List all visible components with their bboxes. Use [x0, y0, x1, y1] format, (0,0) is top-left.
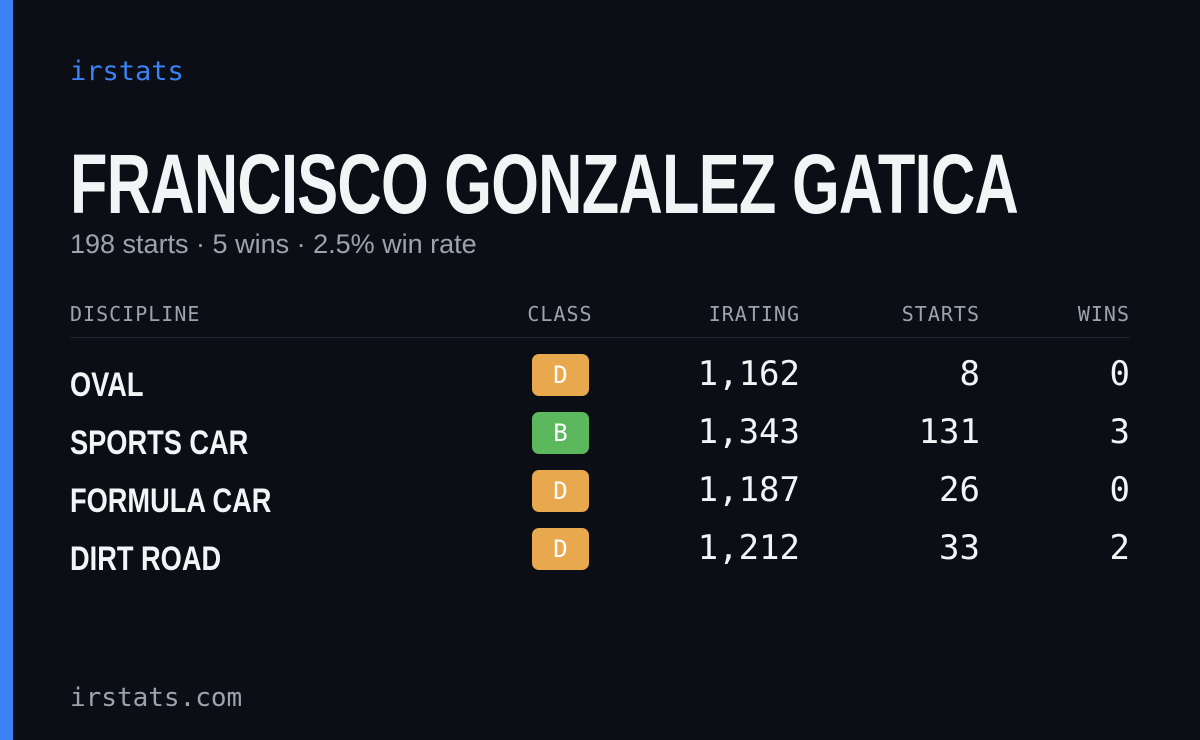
discipline: OVAL [70, 366, 144, 404]
irating: 1,212 [697, 528, 800, 568]
column-header: CLASS [527, 302, 593, 326]
class-badge: B [532, 412, 589, 454]
starts: 26 [939, 470, 980, 510]
irating: 1,187 [697, 470, 800, 510]
brand: irstats [70, 56, 184, 87]
wins: 3 [1109, 412, 1130, 452]
class-badge: D [532, 528, 589, 570]
accent-bar [0, 0, 13, 740]
starts: 8 [959, 354, 980, 394]
header-rule [70, 337, 1130, 338]
wins: 0 [1109, 354, 1130, 394]
column-header: STARTS [901, 302, 980, 326]
column-header: WINS [1077, 302, 1130, 326]
column-header: DISCIPLINE [70, 302, 201, 326]
footer: irstats.com [70, 683, 243, 713]
discipline: DIRT ROAD [70, 540, 222, 578]
class-badge: D [532, 354, 589, 396]
wins: 0 [1109, 470, 1130, 510]
discipline: SPORTS CAR [70, 424, 249, 462]
wins: 2 [1109, 528, 1130, 568]
starts: 131 [918, 412, 980, 452]
starts: 33 [939, 528, 980, 568]
driver-name: FRANCISCO GONZALEZ GATICA [70, 137, 1019, 231]
class-badge: D [532, 470, 589, 512]
column-header: IRATING [708, 302, 800, 326]
irating: 1,343 [697, 412, 800, 452]
irating: 1,162 [697, 354, 800, 394]
driver-summary: 198 starts · 5 wins · 2.5% win rate [70, 229, 477, 259]
discipline: FORMULA CAR [70, 482, 272, 520]
